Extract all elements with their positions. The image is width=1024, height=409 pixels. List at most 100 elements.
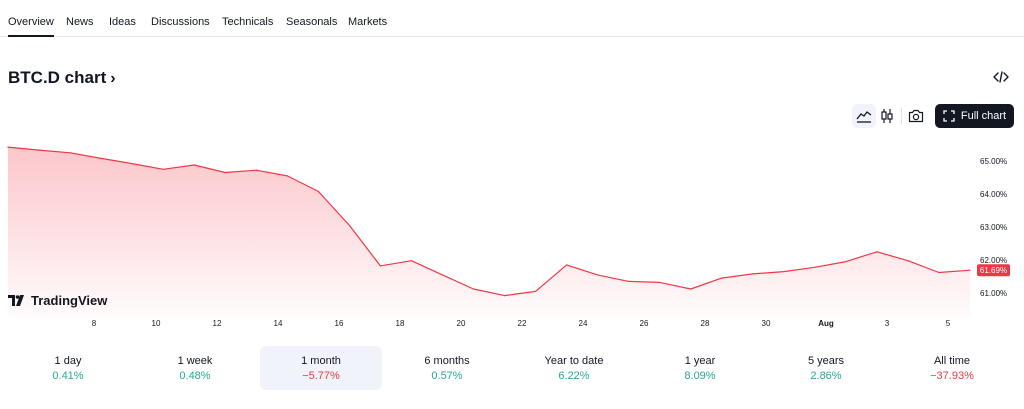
- tab-markets[interactable]: Markets: [348, 16, 388, 28]
- data-point: [472, 288, 475, 290]
- tab-seasonals[interactable]: Seasonals: [286, 16, 338, 28]
- data-point: [131, 163, 133, 165]
- period-1-day[interactable]: 1 day 0.41%: [7, 346, 129, 390]
- data-point: [845, 261, 847, 263]
- period-label: 1 day: [54, 355, 82, 367]
- data-point: [783, 270, 785, 273]
- data-point: [565, 264, 568, 266]
- data-point: [628, 280, 630, 283]
- period-label: 5 years: [807, 355, 845, 367]
- period-label: Year to date: [544, 355, 604, 367]
- tradingview-logo-icon: [8, 295, 24, 306]
- x-tick-label: 12: [213, 319, 222, 328]
- y-tick-label: 62.00%: [980, 256, 1007, 265]
- y-tick-label: 65.00%: [980, 157, 1007, 166]
- full-chart-button[interactable]: Full chart: [935, 104, 1014, 128]
- data-point: [752, 273, 754, 275]
- period-change: 2.86%: [810, 370, 842, 382]
- data-point: [348, 224, 350, 226]
- x-tick-label: Aug: [818, 319, 834, 328]
- chevron-right-icon: ›: [110, 70, 116, 87]
- data-point: [69, 152, 71, 154]
- data-point: [441, 274, 444, 276]
- tab-overview[interactable]: Overview: [8, 16, 54, 37]
- period-change: −37.93%: [930, 370, 974, 382]
- data-point: [100, 157, 102, 159]
- chart-title-link[interactable]: BTC.D chart ›: [8, 68, 116, 88]
- data-point: [224, 171, 226, 174]
- data-point: [317, 190, 319, 192]
- data-point: [659, 281, 661, 284]
- x-tick-label: 3: [885, 319, 890, 328]
- price-area: [8, 147, 970, 316]
- period-change: 0.48%: [179, 370, 211, 382]
- x-tick-label: 30: [762, 319, 771, 328]
- period-all-time[interactable]: All time −37.93%: [891, 346, 1013, 390]
- x-tick-label: 18: [396, 319, 405, 328]
- data-point: [503, 295, 506, 297]
- period-change: 0.57%: [431, 370, 463, 382]
- y-tick-label: 63.00%: [980, 223, 1007, 232]
- period-1-month[interactable]: 1 month −5.77%: [260, 346, 382, 390]
- candlestick-button[interactable]: [876, 104, 898, 128]
- data-point: [534, 290, 537, 292]
- period-change: 6.22%: [558, 370, 590, 382]
- data-point: [410, 260, 413, 262]
- data-point: [162, 168, 164, 170]
- full-chart-label: Full chart: [960, 110, 1007, 122]
- camera-icon: [908, 109, 924, 123]
- period-change: 0.41%: [52, 370, 84, 382]
- area-chart-icon: [856, 111, 872, 123]
- y-tick-label: 64.00%: [980, 190, 1007, 199]
- tab-ideas[interactable]: Ideas: [109, 16, 136, 28]
- period-label: All time: [933, 355, 971, 367]
- data-point: [969, 269, 971, 271]
- price-chart[interactable]: 65.00% 64.00% 63.00% 62.00% 61.00% 8 10 12 14 16…: [0, 136, 1024, 336]
- data-point: [286, 175, 288, 177]
- tradingview-logo[interactable]: TradingView: [8, 293, 107, 308]
- x-tick-label: 24: [579, 319, 588, 328]
- x-tick-label: 26: [640, 319, 649, 328]
- x-tick-label: 8: [92, 319, 97, 328]
- x-tick-label: 14: [274, 319, 283, 328]
- period-label: 1 month: [301, 355, 341, 367]
- period-year-to-date[interactable]: Year to date 6.22%: [513, 346, 635, 390]
- x-tick-label: 20: [457, 319, 466, 328]
- period-6-months[interactable]: 6 months 0.57%: [386, 346, 508, 390]
- data-point: [255, 169, 257, 171]
- period-selector: 1 day 0.41% 1 week 0.48% 1 month −5.77% …: [0, 346, 1024, 390]
- x-tick-label: 28: [701, 319, 710, 328]
- area-chart-button[interactable]: [852, 104, 876, 128]
- data-point: [597, 274, 599, 276]
- period-change: 8.09%: [684, 370, 716, 382]
- data-point: [814, 266, 816, 268]
- period-change: −5.77%: [302, 370, 340, 382]
- period-label: 1 week: [177, 355, 213, 367]
- price-line: [7, 146, 971, 297]
- data-point: [907, 260, 909, 262]
- tab-discussions[interactable]: Discussions: [151, 16, 210, 28]
- period-1-week[interactable]: 1 week 0.48%: [134, 346, 256, 390]
- tab-news[interactable]: News: [66, 16, 94, 28]
- tab-technicals[interactable]: Technicals: [222, 16, 274, 28]
- x-tick-label: 22: [518, 319, 527, 328]
- page-title: BTC.D chart: [8, 68, 107, 87]
- period-label: 1 year: [684, 355, 716, 367]
- x-tick-label: 10: [152, 319, 161, 328]
- snapshot-button[interactable]: [905, 104, 927, 128]
- embed-code-icon[interactable]: [992, 68, 1010, 86]
- expand-icon: [943, 110, 955, 122]
- period-1-year[interactable]: 1 year 8.09%: [639, 346, 761, 390]
- data-point: [7, 146, 9, 148]
- data-point: [38, 149, 40, 151]
- period-5-years[interactable]: 5 years 2.86%: [765, 346, 887, 390]
- data-point: [690, 288, 692, 290]
- data-point: [379, 265, 381, 267]
- brand-label: TradingView: [31, 293, 108, 308]
- y-tick-label: 61.00%: [980, 289, 1007, 298]
- toolbar-divider: [901, 108, 902, 124]
- current-price-badge: [977, 264, 1010, 277]
- data-point: [876, 251, 878, 253]
- x-tick-label: 5: [946, 319, 951, 328]
- data-point: [721, 277, 723, 279]
